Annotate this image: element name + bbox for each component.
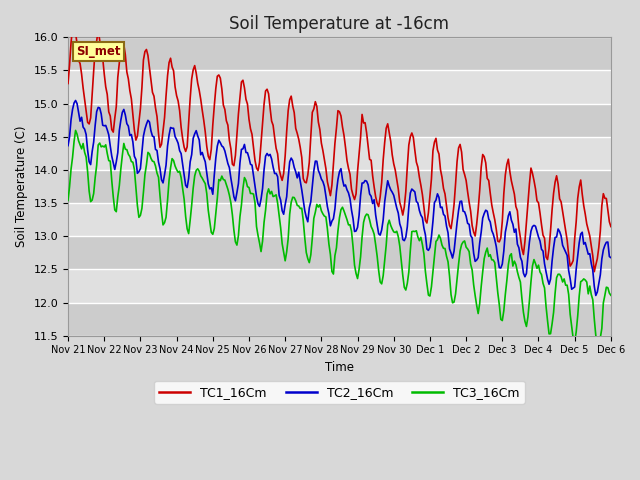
- Y-axis label: Soil Temperature (C): Soil Temperature (C): [15, 126, 28, 247]
- X-axis label: Time: Time: [325, 361, 354, 374]
- Title: Soil Temperature at -16cm: Soil Temperature at -16cm: [230, 15, 449, 33]
- Bar: [68, 203, 611, 236]
- Legend: TC1_16Cm, TC2_16Cm, TC3_16Cm: TC1_16Cm, TC2_16Cm, TC3_16Cm: [154, 381, 525, 404]
- Bar: [68, 170, 611, 203]
- Bar: [68, 137, 611, 170]
- Text: SI_met: SI_met: [76, 45, 121, 58]
- Bar: [68, 71, 611, 104]
- Bar: [68, 236, 611, 269]
- Bar: [68, 302, 611, 336]
- Bar: [68, 37, 611, 71]
- Bar: [68, 104, 611, 137]
- Bar: [68, 269, 611, 302]
